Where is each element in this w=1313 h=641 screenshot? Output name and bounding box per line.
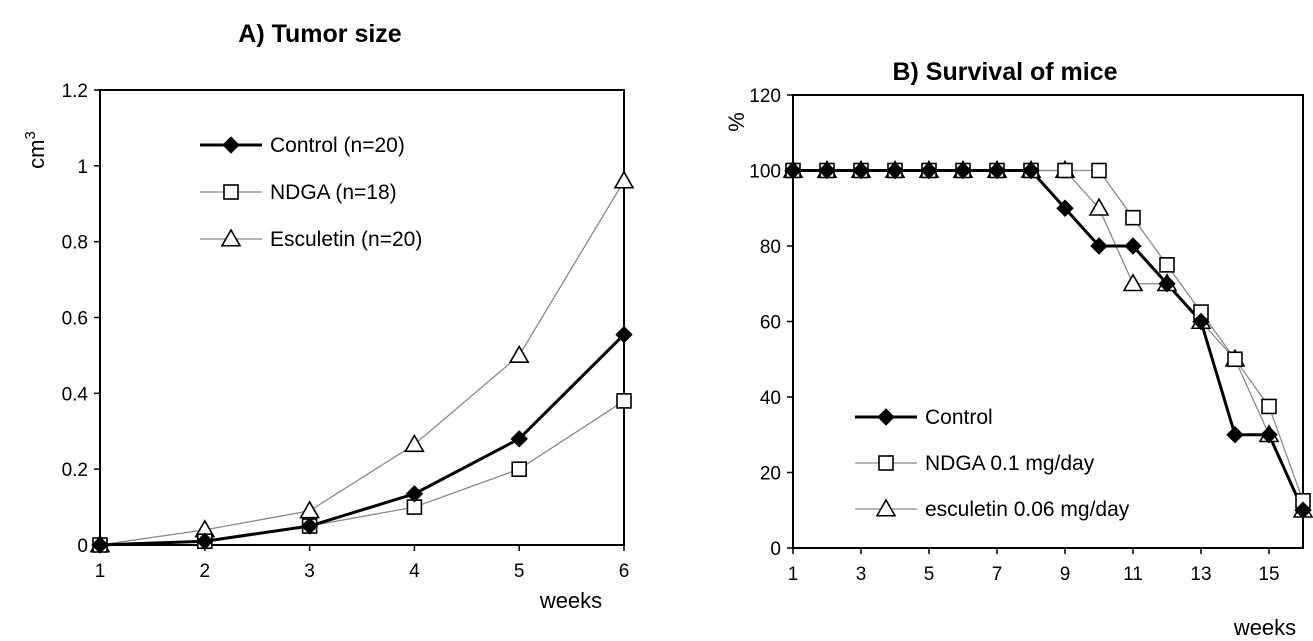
legend-label: NDGA (n=18): [270, 181, 397, 204]
y-tick-label: 100: [749, 162, 781, 183]
y-tick-label: 0: [77, 536, 88, 557]
panel-b-plot-area: [792, 94, 1304, 549]
legend-label: NDGA 0.1 mg/day: [925, 452, 1095, 475]
y-tick-label: 0: [770, 539, 781, 560]
data-point: [954, 161, 972, 180]
data-point: [196, 532, 214, 550]
y-tick-label: 120: [749, 86, 781, 107]
data-point: [1192, 312, 1210, 331]
panel-a-y-axis-label: cm3: [22, 131, 49, 169]
data-point: [886, 161, 904, 180]
data-point: [300, 517, 319, 535]
panel-a-x-axis-label: weeks: [539, 588, 602, 613]
legend-marker: [875, 498, 897, 517]
y-tick-label: 20: [760, 464, 781, 485]
data-point: [404, 433, 425, 453]
data-point: [613, 170, 635, 189]
legend-label: Esculetin (n=20): [270, 228, 422, 251]
panel-a-plot-area: [99, 89, 625, 546]
panel-b-legend: Control NDGA 0.1 mg/day esculetin 0.06 mg/…: [855, 406, 1130, 521]
data-point: [818, 161, 836, 180]
series-line: [99, 333, 626, 547]
data-point: [1056, 199, 1074, 217]
series-line: [793, 169, 1305, 511]
x-tick-label: 15: [1258, 564, 1279, 585]
data-point: [1122, 273, 1144, 292]
y-tick-label: 0.6: [62, 309, 88, 330]
panel-a-series: [89, 170, 635, 554]
legend-label: esculetin 0.06 mg/day: [925, 498, 1130, 521]
data-point: [1294, 501, 1312, 519]
data-point: [1261, 398, 1277, 415]
panel-b-x-axis: 1 3 5 7 9 11 13 15: [788, 548, 1280, 585]
panel-a-x-axis: 1 2 3 4 5 6: [95, 545, 630, 582]
data-point: [1260, 426, 1278, 444]
x-tick-label: 11: [1123, 564, 1143, 585]
y-tick-label: 1.2: [62, 81, 88, 102]
legend-label: Control (n=20): [270, 134, 405, 157]
data-point: [511, 461, 528, 477]
panel-a: A) Tumor size 0 0.2 0.4 0.6 0.8 1 1.2 1 2 3 4 5 6 c…: [22, 20, 635, 613]
data-point: [1057, 162, 1073, 179]
x-tick-label: 5: [514, 561, 525, 582]
y-tick-label: 0.8: [62, 233, 88, 254]
data-point: [1022, 161, 1040, 180]
panel-a-legend: Control (n=20) NDGA (n=18) Esculetin (n=20…: [200, 134, 422, 251]
series-line: [99, 400, 625, 546]
data-point: [1158, 275, 1176, 293]
x-tick-label: 5: [924, 564, 935, 585]
data-point: [784, 161, 802, 180]
data-point: [852, 161, 870, 180]
x-tick-label: 13: [1190, 564, 1211, 585]
legend-marker: [220, 228, 242, 247]
y-tick-label: 40: [760, 388, 781, 409]
y-tick-label: 60: [760, 313, 781, 334]
legend-label: Control: [925, 406, 993, 429]
x-tick-label: 9: [1060, 564, 1071, 585]
x-tick-label: 7: [992, 564, 1003, 585]
data-point: [1226, 426, 1244, 444]
data-point: [1125, 209, 1141, 226]
panel-a-title: A) Tumor size: [238, 20, 402, 48]
y-tick-label: 0.4: [62, 384, 89, 405]
series-line: [99, 180, 625, 546]
legend-marker: [878, 455, 894, 471]
y-tick-label: 1: [77, 157, 88, 178]
legend-marker: [222, 136, 240, 154]
data-point: [616, 393, 632, 409]
data-point: [1124, 237, 1142, 255]
x-tick-label: 6: [619, 561, 630, 582]
data-point: [508, 344, 530, 363]
panel-b-x-axis-label: weeks: [1233, 615, 1296, 640]
data-point: [1088, 197, 1110, 216]
panel-b-y-axis: 0 20 40 60 80 100 120: [749, 86, 793, 560]
data-point: [405, 485, 424, 503]
legend-marker: [877, 408, 895, 426]
data-point: [1159, 257, 1175, 273]
y-tick-label: 0.2: [62, 460, 88, 481]
data-point: [299, 500, 320, 519]
data-point: [615, 325, 633, 344]
data-point: [988, 161, 1006, 180]
y-tick-label: 80: [760, 237, 781, 258]
panel-a-y-axis: 0 0.2 0.4 0.6 0.8 1 1.2: [62, 81, 100, 557]
x-tick-label: 2: [200, 561, 211, 582]
data-point: [1227, 351, 1243, 368]
x-tick-label: 3: [856, 564, 867, 585]
x-tick-label: 1: [788, 564, 799, 585]
data-point: [920, 161, 938, 180]
panel-b-y-axis-label: %: [724, 112, 749, 132]
panel-b-title: B) Survival of mice: [892, 58, 1117, 86]
data-point: [91, 536, 109, 554]
data-point: [1090, 237, 1108, 255]
panel-b-series: [782, 159, 1313, 519]
data-point: [1091, 162, 1107, 179]
legend-marker: [223, 184, 239, 200]
x-tick-label: 1: [95, 561, 106, 582]
data-point: [510, 430, 528, 448]
x-tick-label: 3: [304, 561, 315, 582]
x-tick-label: 4: [409, 561, 420, 582]
